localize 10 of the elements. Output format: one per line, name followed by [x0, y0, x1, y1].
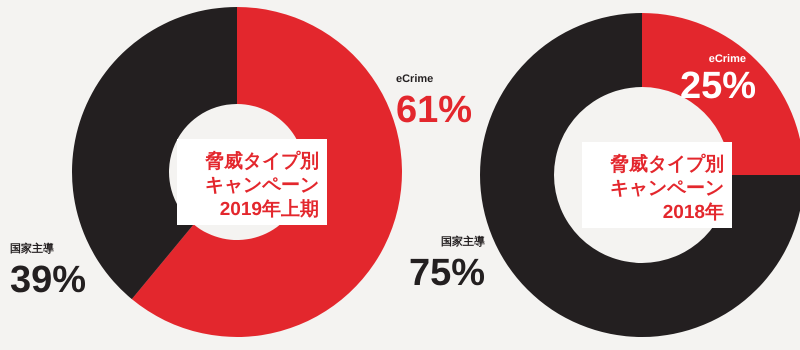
- text: 脅威タイプ別キャンペーン2018年: [609, 153, 724, 223]
- data-label: 25%: [680, 65, 756, 107]
- text: 脅威タイプ別キャンペーン2019年上期: [204, 150, 319, 220]
- slice-label: eCrime: [396, 73, 434, 85]
- data-label: 39%: [10, 259, 86, 301]
- slice-label: eCrime: [708, 53, 746, 65]
- data-label: 75%: [408, 252, 485, 294]
- slice-label: 国家主導: [441, 235, 486, 248]
- data-label: 61%: [396, 89, 472, 131]
- slice-label: 国家主導: [10, 242, 55, 255]
